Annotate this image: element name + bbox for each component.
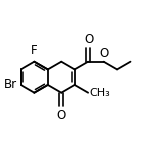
Text: O: O [84, 33, 93, 45]
Text: Br: Br [4, 78, 17, 92]
Text: F: F [31, 44, 38, 57]
Text: CH₃: CH₃ [89, 88, 110, 98]
Text: O: O [100, 47, 109, 60]
Text: O: O [57, 109, 66, 122]
